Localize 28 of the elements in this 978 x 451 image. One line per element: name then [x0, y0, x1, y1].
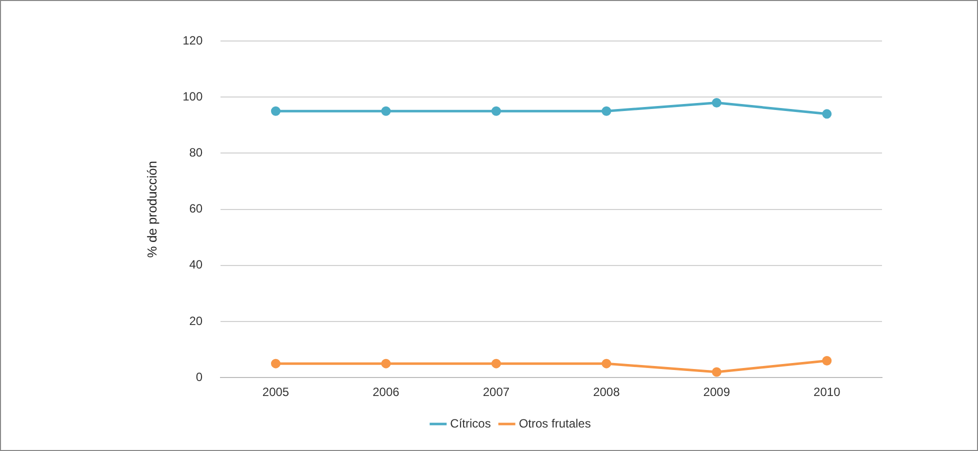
point: [270, 358, 280, 368]
y-axis-title: % de producción: [144, 160, 160, 258]
point: [491, 358, 501, 368]
point: [712, 367, 722, 377]
point: [270, 106, 280, 116]
x-tick-label: 2009: [703, 385, 730, 400]
x-tick-label: 2008: [593, 385, 620, 400]
x-tick-label: 2007: [482, 385, 510, 400]
point: [491, 106, 501, 116]
x-tick-label: 2005: [262, 385, 290, 400]
point: [602, 358, 612, 368]
y-tick-label: 60: [189, 202, 203, 216]
x-tick-label: 2006: [372, 385, 400, 400]
y-tick-label: 80: [189, 146, 203, 160]
legend-label: Otros frutales: [518, 416, 591, 430]
point: [822, 109, 832, 119]
point: [381, 358, 391, 368]
point: [712, 98, 722, 108]
y-tick-label: 100: [182, 89, 203, 104]
point: [822, 356, 832, 366]
y-tick-label: 20: [189, 314, 203, 328]
point: [602, 106, 612, 116]
x-tick-label: 2010: [814, 385, 841, 400]
y-tick-label: 120: [182, 33, 203, 48]
point: [381, 106, 391, 116]
legend-label: Cítricos: [450, 416, 491, 430]
y-tick-label: 40: [189, 258, 203, 272]
y-tick-label: 0: [196, 370, 203, 384]
